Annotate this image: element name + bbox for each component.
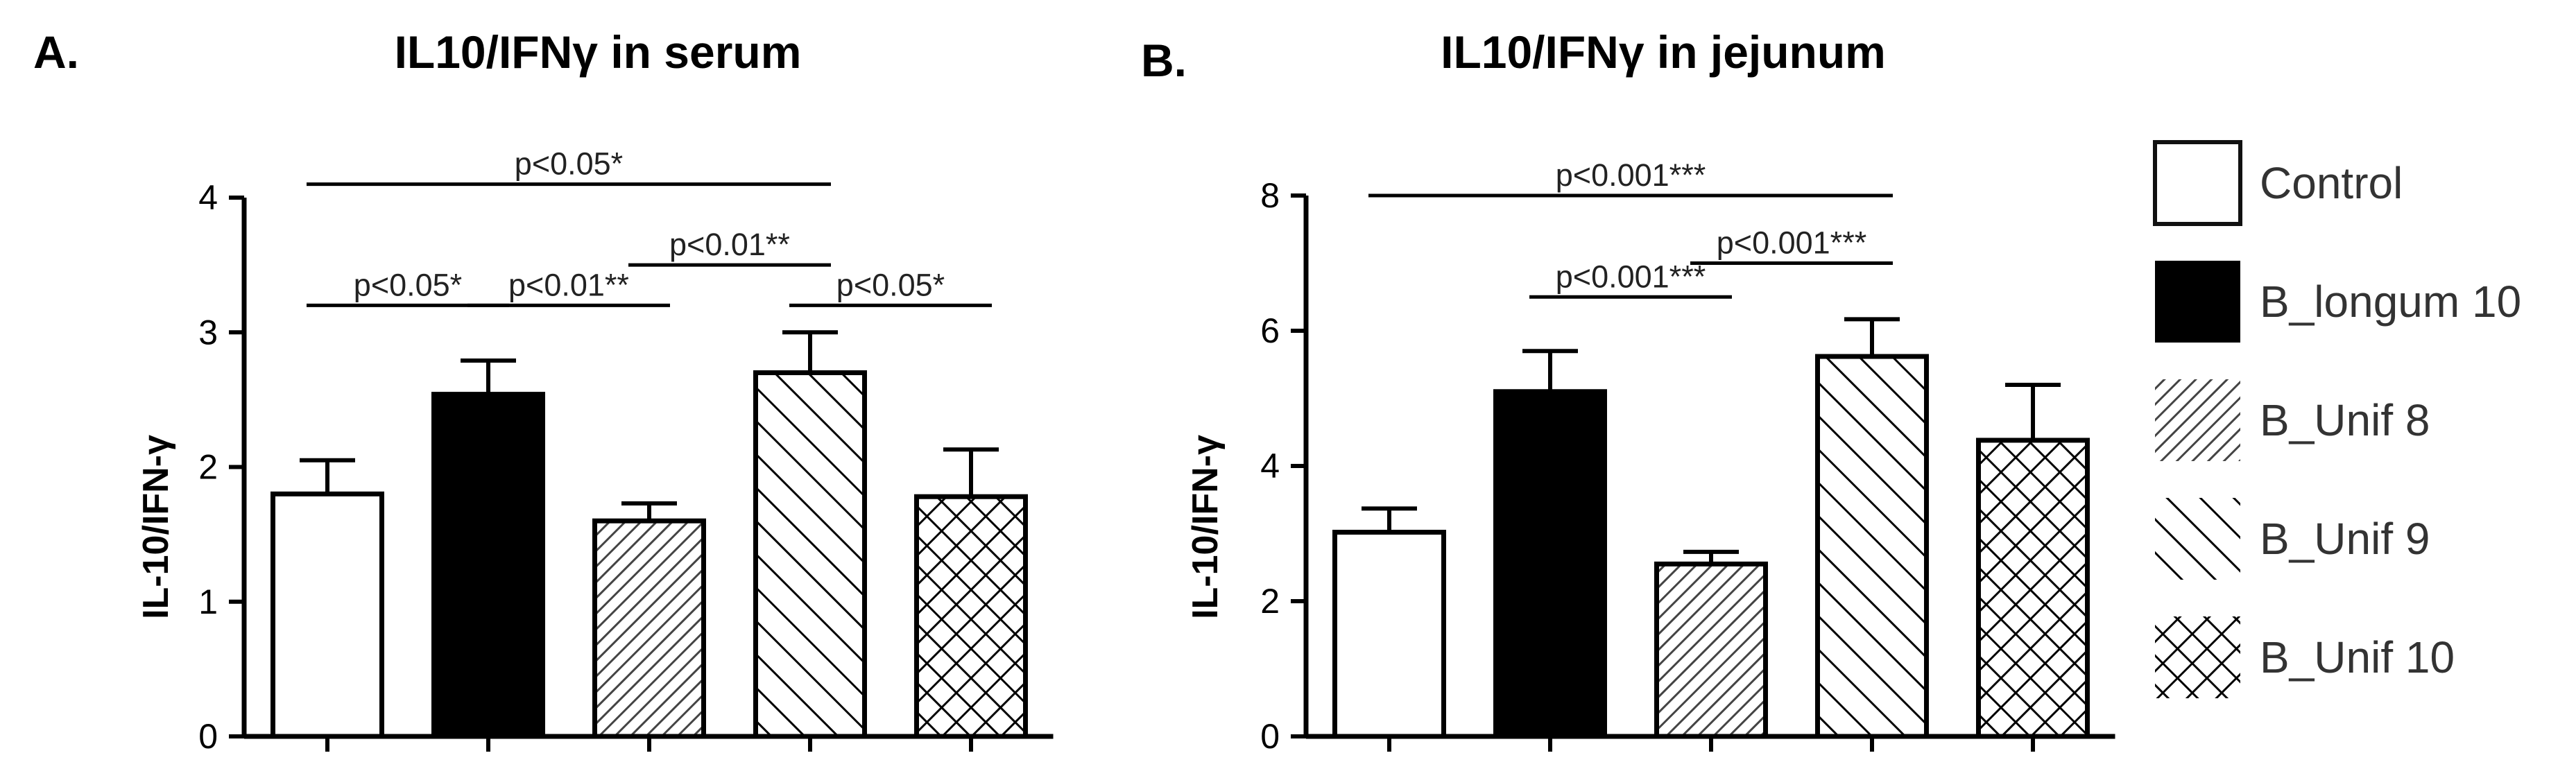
y-tick-label: 2 — [198, 448, 218, 487]
legend-label: B_Unif 9 — [2260, 514, 2430, 564]
y-tick-label: 0 — [198, 717, 218, 756]
panel-b-title: IL10/IFNγ in jejunum — [1441, 26, 1886, 78]
panel-a-letter: A. — [33, 26, 79, 78]
significance-label: p<0.001*** — [1717, 225, 1866, 261]
y-tick-label: 4 — [1260, 447, 1280, 485]
y-tick-label: 4 — [198, 178, 218, 217]
panel-b-letter: B. — [1141, 35, 1187, 86]
legend-swatch-b-unif-10 — [2155, 616, 2240, 698]
legend-label: B_longum 10 — [2260, 277, 2521, 327]
bar-b-unif-9 — [753, 370, 867, 739]
bar-b-unif-9 — [1815, 354, 1929, 739]
legend-label: B_Unif 10 — [2260, 632, 2455, 682]
significance-label: p<0.05* — [354, 267, 462, 302]
bar-b-longum-10 — [431, 392, 545, 739]
panel-a-title: IL10/IFNγ in serum — [395, 26, 802, 78]
legend: Control B_longum 10 B_Unif 8 B_Unif 9 B_Unif… — [2153, 140, 2521, 698]
bar-b-unif-8 — [592, 518, 706, 739]
panel-b-plot: 0 2 4 6 8 p<0.001*** p<0.001*** p<0.001*** — [1260, 157, 2115, 756]
y-tick-label: 8 — [1260, 176, 1280, 215]
panel-a-ylabel: IL-10/IFN-γ — [136, 435, 176, 619]
y-tick-label: 2 — [1260, 582, 1280, 621]
bar-b-unif-8 — [1654, 561, 1768, 739]
significance-label: p<0.001*** — [1556, 157, 1706, 193]
bar-control — [1332, 530, 1446, 739]
bar-b-unif-10 — [1976, 438, 2090, 739]
legend-swatch-b-longum-10 — [2155, 261, 2240, 343]
panel-b-ylabel: IL-10/IFN-γ — [1185, 435, 1226, 619]
y-tick-label: 1 — [198, 582, 218, 621]
bar-b-longum-10 — [1493, 389, 1607, 739]
bar-b-unif-10 — [914, 494, 1028, 739]
legend-swatch-control — [2153, 140, 2242, 226]
y-tick-label: 6 — [1260, 311, 1280, 350]
legend-label: B_Unif 8 — [2260, 395, 2430, 445]
significance-label: p<0.05* — [515, 146, 623, 182]
legend-swatch-b-unif-9 — [2155, 498, 2240, 580]
significance-label: p<0.05* — [836, 267, 945, 302]
bar-control — [271, 491, 384, 739]
legend-label: Control — [2260, 158, 2403, 208]
significance-label: p<0.001*** — [1556, 259, 1706, 294]
significance-label: p<0.01** — [669, 227, 790, 262]
panel-a-plot: 0 1 2 3 4 p<0.05* p<0.01** p<0.01** p<0.05* p<0.0… — [198, 146, 1054, 756]
y-tick-label: 3 — [198, 313, 218, 352]
legend-swatch-b-unif-8 — [2155, 379, 2240, 461]
y-tick-label: 0 — [1260, 717, 1280, 756]
significance-label: p<0.01** — [508, 267, 629, 302]
